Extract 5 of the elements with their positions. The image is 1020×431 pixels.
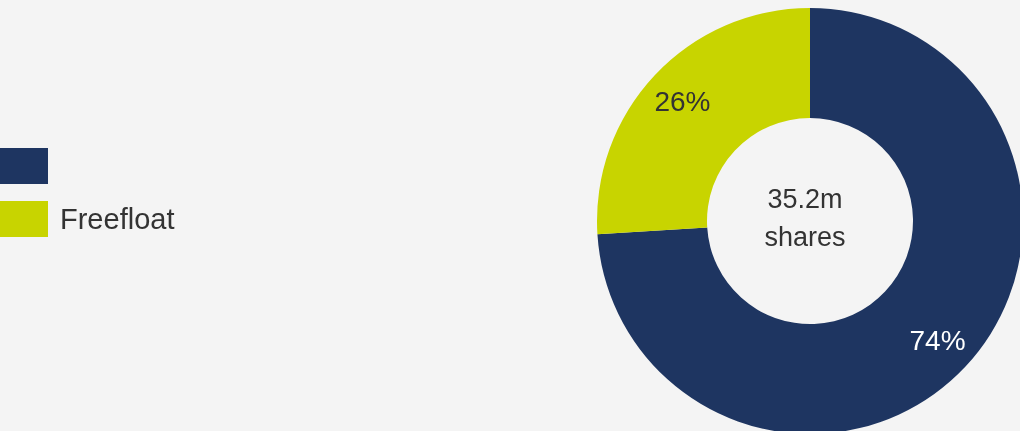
- text: 35.2m shares: [763, 183, 847, 254]
- data-label: 74%: [909, 325, 966, 357]
- donut-slice: [597, 8, 1020, 431]
- data-label: 26%: [654, 85, 711, 117]
- legend-label: Freefloat: [60, 202, 175, 236]
